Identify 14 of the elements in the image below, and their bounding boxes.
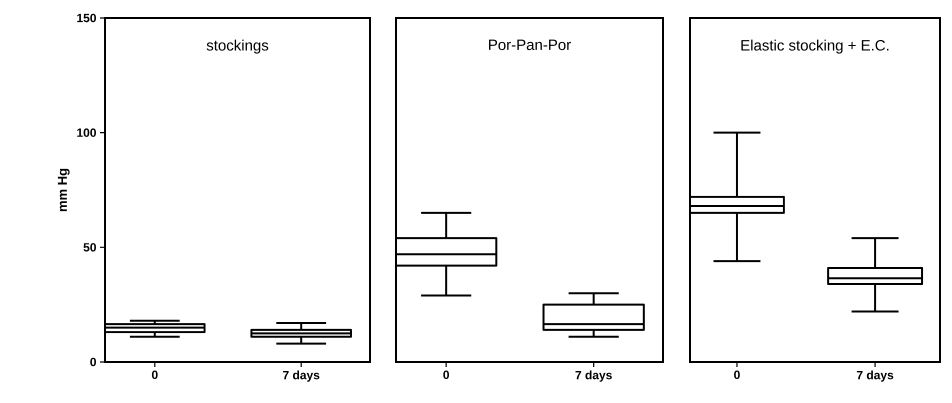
- y-tick-label: 0: [90, 358, 96, 366]
- text: stockings: [206, 40, 268, 54]
- y-axis-title: mm Hg: [58, 168, 70, 212]
- x-tick-label: 0: [152, 370, 158, 380]
- x-tick-label: 7 days: [283, 370, 320, 382]
- y-tick-label: 150: [77, 14, 96, 22]
- y-tick-label: 100: [77, 128, 96, 137]
- x-tick-label: 0: [734, 370, 740, 380]
- text: Elastic stocking + E.C.: [741, 40, 888, 54]
- y-tick-label: 50: [84, 243, 96, 252]
- text: Por-Pan-Por: [489, 40, 571, 50]
- x-tick-label: 0: [443, 370, 450, 380]
- x-tick-label: 7 days: [576, 370, 612, 382]
- x-tick-label: 7 days: [856, 370, 894, 382]
